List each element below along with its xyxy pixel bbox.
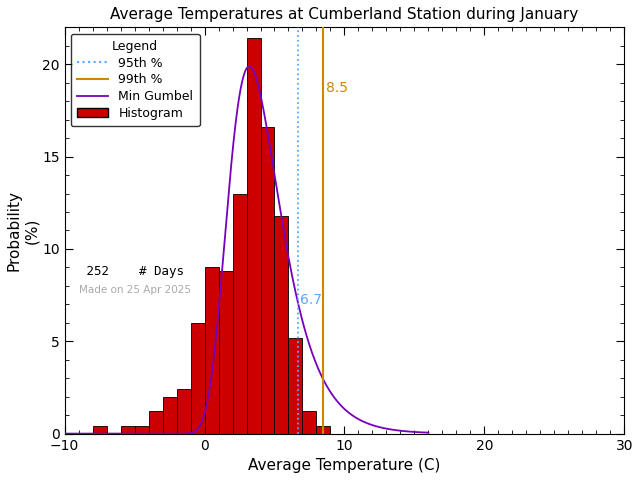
Bar — [163, 396, 177, 433]
Bar — [120, 426, 134, 433]
Text: Made on 25 Apr 2025: Made on 25 Apr 2025 — [79, 285, 191, 295]
Bar — [232, 193, 246, 433]
Legend: 95th %, 99th %, Min Gumbel, Histogram: 95th %, 99th %, Min Gumbel, Histogram — [71, 34, 200, 126]
Bar — [289, 337, 303, 433]
Y-axis label: Probability
(%): Probability (%) — [7, 190, 39, 271]
Bar — [191, 323, 205, 433]
Bar — [316, 426, 330, 433]
Bar — [148, 411, 163, 433]
Text: 8.5: 8.5 — [326, 81, 348, 95]
X-axis label: Average Temperature (C): Average Temperature (C) — [248, 458, 441, 473]
Bar — [303, 411, 316, 433]
Bar — [218, 271, 232, 433]
Title: Average Temperatures at Cumberland Station during January: Average Temperatures at Cumberland Stati… — [110, 7, 579, 22]
Bar — [246, 38, 260, 433]
Bar — [205, 267, 218, 433]
Bar — [260, 127, 275, 433]
Bar — [177, 389, 191, 433]
Text: 6.7: 6.7 — [300, 293, 323, 307]
Bar — [134, 426, 148, 433]
Bar — [275, 216, 289, 433]
Bar — [93, 426, 107, 433]
Text: 252    # Days: 252 # Days — [79, 265, 184, 278]
